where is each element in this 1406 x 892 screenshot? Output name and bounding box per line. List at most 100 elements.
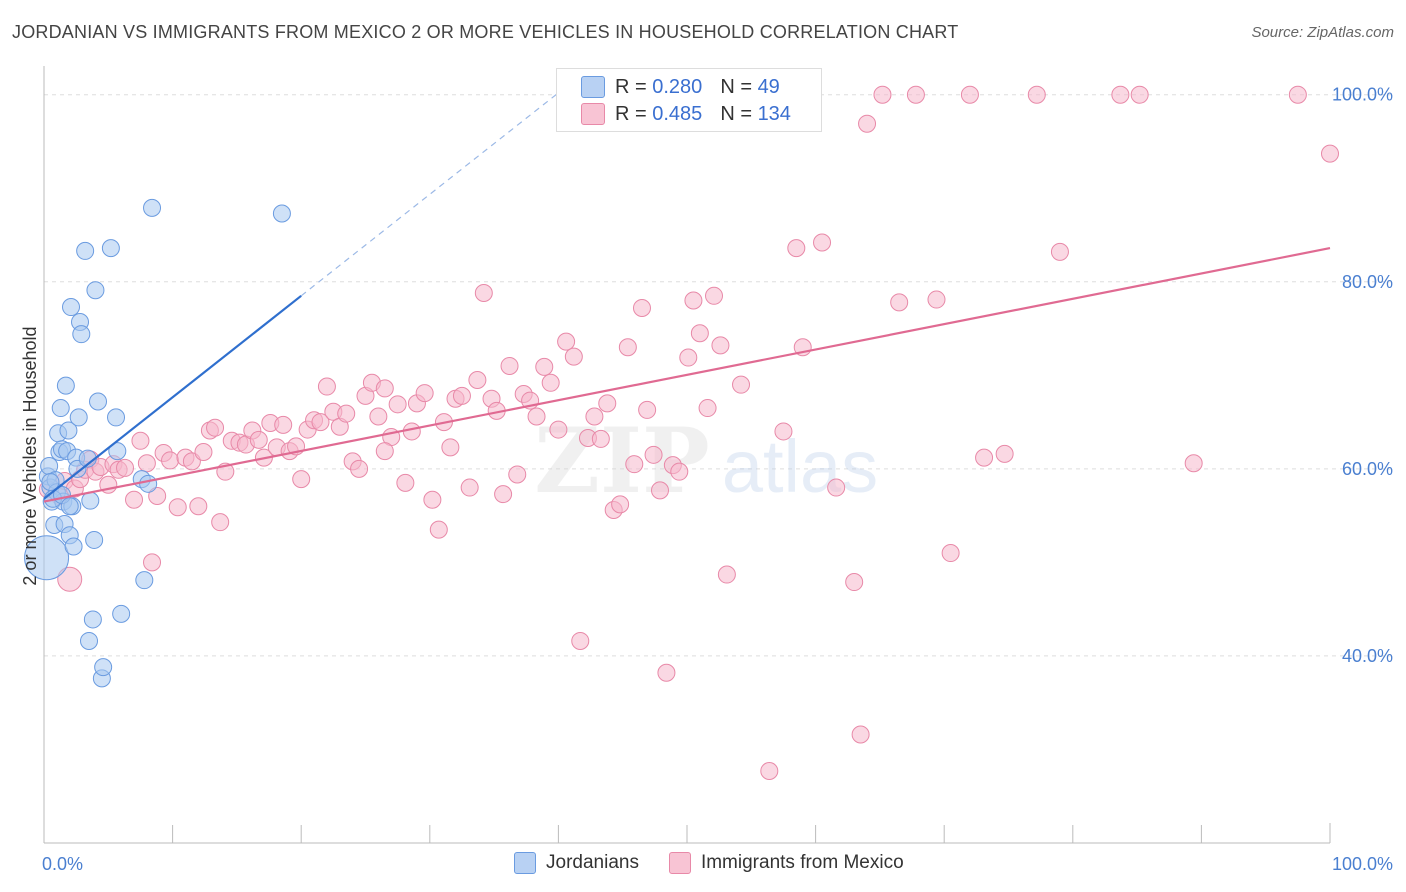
mexico-point-119 [890, 293, 909, 312]
mexico-point-20 [161, 451, 180, 470]
legend-n-label-1: N = [720, 75, 758, 98]
jordanian-point-42 [139, 474, 158, 493]
y-tick-label-60: 60.0% [1342, 459, 1393, 479]
mexico-point-110 [774, 422, 793, 441]
mexico-point-99 [679, 348, 698, 367]
mexico-point-93 [638, 400, 657, 419]
mexico-point-41 [292, 470, 311, 489]
mexico-point-118 [873, 85, 892, 104]
jordanian-point-32 [86, 281, 105, 300]
mexico-point-77 [527, 407, 546, 426]
jordanian-swatch [581, 76, 605, 98]
mexico-point-83 [571, 631, 590, 650]
jordanian-points [24, 198, 291, 688]
legend-r-label-1: R = [615, 75, 653, 98]
bottom-jordanian-swatch [514, 852, 536, 874]
mexico-point-126 [1050, 242, 1069, 261]
y-tick-label-100: 100.0% [1332, 85, 1393, 105]
jordanian-point-36 [101, 239, 120, 258]
jordanian-trend-line [43, 294, 302, 500]
mexico-trend-line [43, 247, 1331, 503]
mexico-point-114 [827, 478, 846, 497]
mexico-point-17 [143, 553, 162, 572]
grid-lines [44, 94, 1392, 657]
mexico-point-60 [415, 384, 434, 403]
mexico-point-80 [549, 420, 568, 439]
mexico-point-82 [564, 347, 583, 366]
y-tick-label-40: 40.0% [1342, 646, 1393, 666]
watermark: ZIP atlas [534, 408, 878, 514]
mexico-point-117 [858, 114, 877, 133]
bottom-legend-mexico: Immigrants from Mexico [668, 852, 904, 874]
mexico-point-132 [1321, 144, 1339, 163]
source-label: Source: ZipAtlas.com [1251, 24, 1394, 41]
mexico-point-102 [698, 399, 717, 418]
mexico-point-124 [975, 448, 994, 467]
jordanian-point-10 [51, 399, 70, 418]
jordanian-point-18 [62, 298, 81, 317]
mexico-point-131 [1288, 85, 1307, 104]
mexico-point-123 [960, 85, 979, 104]
mexico-point-54 [375, 379, 394, 398]
mexico-point-120 [906, 85, 925, 104]
mexico-point-125 [995, 444, 1014, 463]
x-tick-label-min: 0.0% [42, 854, 83, 874]
mexico-point-28 [211, 513, 230, 532]
mexico-point-101 [690, 324, 709, 343]
mexico-point-116 [851, 725, 870, 744]
legend-r-label-2: R = [615, 102, 653, 125]
mexico-point-104 [711, 336, 730, 355]
bottom-legend-label-1: Jordanians [546, 852, 639, 873]
jordanian-point-28 [80, 631, 99, 650]
mexico-point-94 [644, 445, 663, 464]
jordanian-trend-extension [300, 92, 559, 297]
mexico-points [38, 85, 1339, 780]
jordanian-point-20 [64, 537, 83, 556]
mexico-point-89 [611, 495, 630, 514]
mexico-point-45 [317, 377, 336, 396]
bottom-legend-jordanians: Jordanians [514, 852, 639, 874]
jordanian-point-39 [112, 604, 131, 623]
mexico-point-24 [189, 497, 208, 516]
mexico-point-127 [1027, 85, 1046, 104]
mexico-point-87 [598, 394, 617, 413]
mexico-point-15 [131, 431, 150, 450]
mexico-point-95 [650, 481, 669, 500]
mexico-point-25 [194, 443, 213, 462]
mexico-point-68 [468, 370, 487, 389]
trend-lines [43, 92, 1331, 503]
jordanian-point-47 [60, 497, 79, 516]
mexico-point-100 [684, 291, 703, 310]
mexico-point-34 [249, 430, 268, 449]
mexico-point-18 [148, 486, 167, 505]
jordanian-point-25 [72, 325, 91, 344]
legend-row-mexico: R = 0.485 N = 134 [581, 101, 791, 127]
mexico-point-90 [618, 338, 637, 357]
jordanian-point-48 [41, 472, 60, 491]
legend-n-value-2: 134 [757, 102, 791, 125]
mexico-point-92 [632, 298, 651, 317]
mexico-point-27 [206, 418, 225, 437]
mexico-point-96 [657, 663, 676, 682]
mexico-point-85 [585, 407, 604, 426]
mexico-point-79 [541, 373, 560, 392]
x-tick-label-max: 100.0% [1332, 854, 1393, 874]
bottom-mexico-swatch [668, 852, 691, 874]
mexico-point-57 [396, 473, 415, 492]
jordanian-point-44 [272, 204, 291, 223]
jordanian-point-43 [143, 198, 162, 217]
mexico-point-38 [274, 415, 293, 434]
legend-r-value-1: 0.280 [652, 75, 703, 98]
legend: R = 0.280 N = 49 R = 0.485 N = 134 [556, 68, 822, 132]
mexico-point-111 [787, 239, 806, 258]
mexico-point-50 [350, 459, 369, 478]
mexico-point-122 [941, 544, 960, 563]
mexico-point-16 [137, 454, 156, 473]
jordanian-point-38 [108, 442, 127, 461]
mexico-point-3 [57, 566, 83, 592]
mexico-point-53 [369, 407, 388, 426]
mexico-point-106 [732, 375, 751, 394]
jordanian-point-0 [24, 535, 70, 581]
mexico-point-14 [125, 490, 144, 509]
y-tick-label-80: 80.0% [1342, 272, 1393, 292]
